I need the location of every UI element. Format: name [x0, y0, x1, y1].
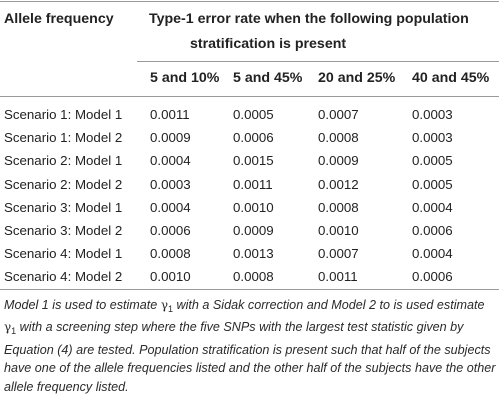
header-allele-frequency: Allele frequency: [4, 11, 114, 27]
table-cell: 0.0009: [233, 223, 274, 238]
column-header: 5 and 10%: [150, 70, 220, 86]
table-cell: 0.0004: [412, 246, 453, 262]
table-cell: 0.0008: [318, 130, 359, 146]
table-cell: 0.0008: [318, 199, 359, 215]
gamma-symbol: γ: [4, 320, 12, 335]
table-top-rule: [0, 1, 499, 2]
table-cell: 0.0005: [233, 107, 274, 122]
table-cell: 0.0005: [412, 153, 453, 169]
table-cell: 0.0004: [150, 199, 191, 215]
gamma-symbol: γ: [160, 298, 168, 312]
table-cell: 0.0010: [233, 199, 274, 215]
header-bottom-rule: [0, 96, 499, 97]
table-cell: 0.0009: [150, 130, 191, 146]
table-cell: 0.0008: [150, 246, 191, 262]
table-cell: 0.0005: [412, 176, 453, 192]
table-row-label: Scenario 4: Model 1: [4, 246, 123, 262]
table-cell: 0.0003: [150, 176, 191, 192]
table-footnote: Model 1 is used to estimate γ1 with a Si…: [4, 298, 496, 394]
table-cell: 0.0010: [318, 223, 359, 238]
table-cell: 0.0013: [233, 246, 274, 262]
table-row-label: Scenario 2: Model 2: [4, 176, 123, 192]
table-cell: 0.0003: [412, 130, 453, 146]
table-cell: 0.0011: [233, 176, 273, 192]
table-cell: 0.0009: [318, 153, 359, 169]
gamma-subscript: 1: [167, 304, 173, 314]
table-cell: 0.0006: [412, 223, 453, 238]
column-header: 20 and 25%: [318, 70, 396, 86]
table-cell: 0.0007: [318, 107, 359, 122]
table-cell: 0.0008: [233, 269, 274, 285]
table-cell: 0.0006: [150, 223, 191, 238]
table-row-label: Scenario 2: Model 1: [4, 153, 123, 169]
table-cell: 0.0015: [233, 153, 274, 169]
header-span-line2: stratification is present: [190, 36, 347, 52]
table-cell: 0.0003: [412, 107, 453, 122]
table-cell: 0.0004: [150, 153, 191, 169]
table-cell: 0.0012: [318, 176, 359, 192]
table-cell: 0.0006: [233, 130, 274, 146]
header-sub-rule: [137, 61, 499, 62]
column-header: 5 and 45%: [233, 70, 303, 86]
column-header: 40 and 45%: [412, 70, 490, 86]
table-cell: 0.0010: [150, 269, 191, 285]
table-cell: 0.0004: [412, 199, 453, 215]
table-cell: 0.0011: [150, 107, 190, 122]
table-row-label: Scenario 4: Model 2: [4, 269, 123, 285]
table-cell: 0.0007: [318, 246, 359, 262]
table-row-label: Scenario 3: Model 2: [4, 223, 123, 238]
table-row-label: Scenario 3: Model 1: [4, 199, 123, 215]
table-row-label: Scenario 1: Model 2: [4, 130, 123, 146]
table-bottom-rule: [0, 289, 499, 290]
table-cell: 0.0006: [412, 269, 453, 285]
table-cell: 0.0011: [318, 269, 358, 285]
table-row-label: Scenario 1: Model 1: [4, 107, 123, 122]
header-span-line1: Type-1 error rate when the following pop…: [149, 11, 469, 27]
gamma-subscript: 1: [11, 326, 17, 337]
